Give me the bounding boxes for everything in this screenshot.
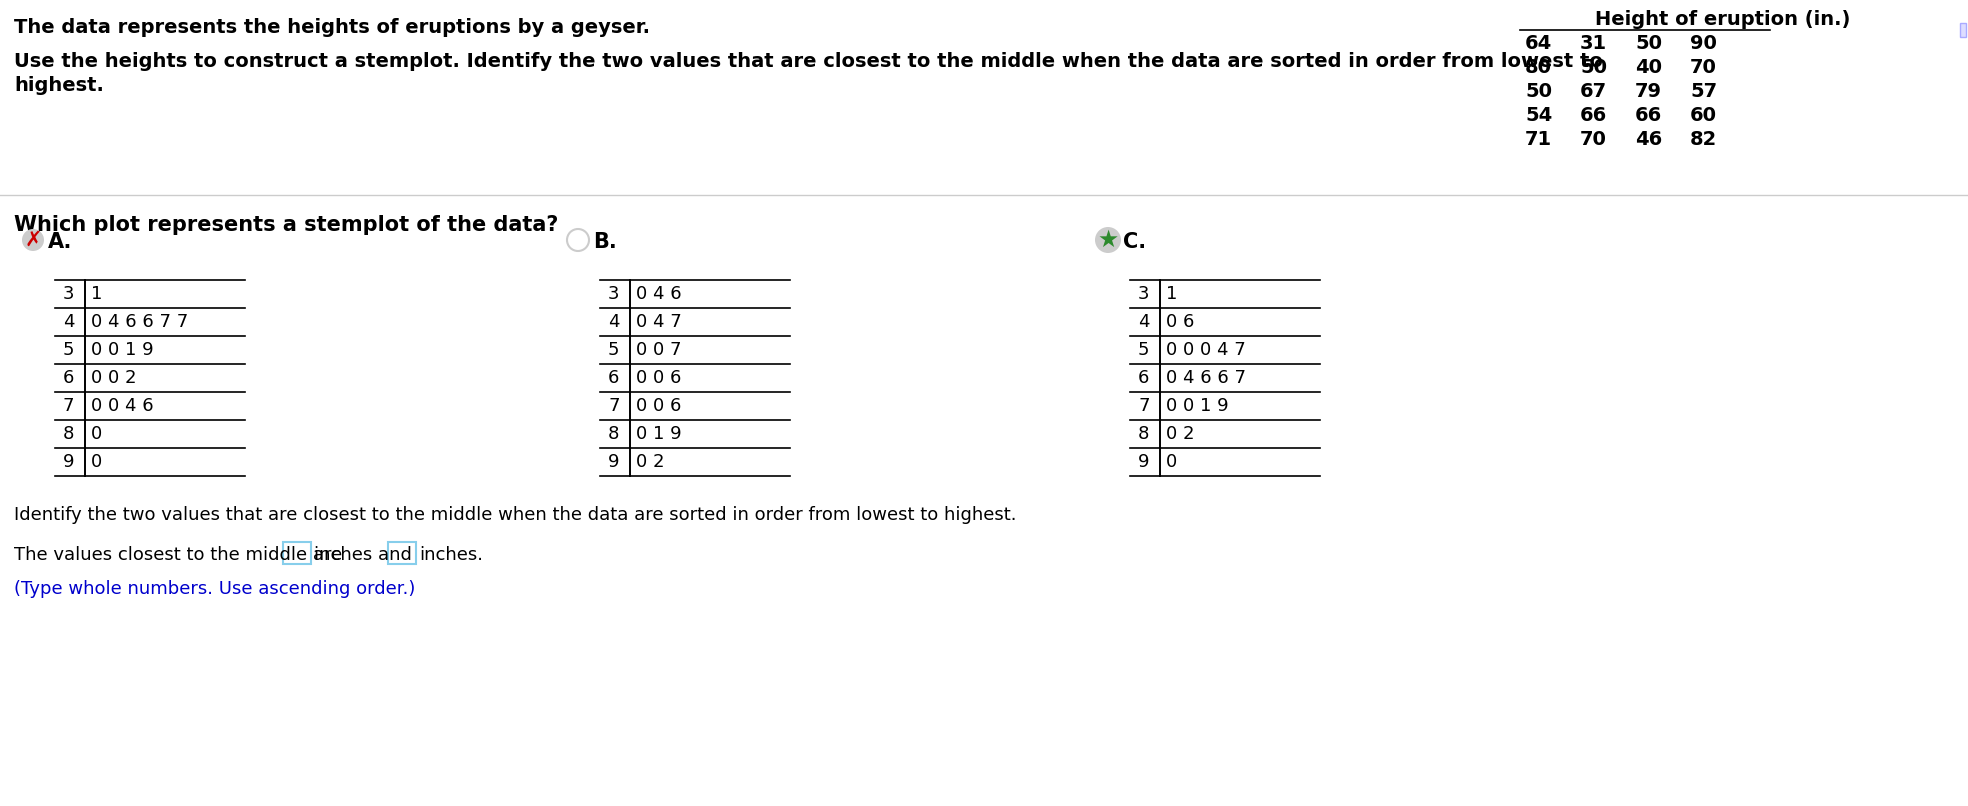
Text: (Type whole numbers. Use ascending order.): (Type whole numbers. Use ascending order… (14, 580, 415, 598)
Text: A.: A. (47, 232, 73, 252)
Text: The values closest to the middle are: The values closest to the middle are (14, 546, 342, 564)
Text: 5: 5 (608, 341, 620, 359)
Text: 70: 70 (1691, 58, 1716, 77)
Text: 9: 9 (608, 453, 620, 471)
Text: 46: 46 (1635, 130, 1663, 149)
Text: 82: 82 (1691, 130, 1718, 149)
Text: 0 0 4 6: 0 0 4 6 (91, 397, 154, 415)
Text: 4: 4 (1138, 313, 1149, 331)
Text: 60: 60 (1691, 106, 1716, 125)
FancyBboxPatch shape (283, 542, 311, 564)
Text: 8: 8 (63, 425, 75, 443)
Text: 0 4 6: 0 4 6 (636, 285, 681, 303)
Text: 64: 64 (1525, 34, 1553, 53)
Text: 0 0 2: 0 0 2 (91, 369, 136, 387)
Text: 50: 50 (1635, 34, 1663, 53)
Text: 6: 6 (63, 369, 75, 387)
FancyBboxPatch shape (1960, 23, 1966, 37)
Text: 57: 57 (1691, 82, 1718, 101)
Text: 0: 0 (1165, 453, 1177, 471)
Text: 7: 7 (608, 397, 620, 415)
Text: 0 2: 0 2 (1165, 425, 1195, 443)
Text: 79: 79 (1635, 82, 1663, 101)
Text: inches and: inches and (315, 546, 411, 564)
Text: 0 0 6: 0 0 6 (636, 369, 681, 387)
Text: 50: 50 (1525, 82, 1553, 101)
Text: 0 4 7: 0 4 7 (636, 313, 681, 331)
Text: 66: 66 (1635, 106, 1663, 125)
Text: 0 0 6: 0 0 6 (636, 397, 681, 415)
Text: 4: 4 (608, 313, 620, 331)
Text: 0: 0 (91, 425, 102, 443)
Text: 3: 3 (1138, 285, 1149, 303)
Text: 50: 50 (1580, 58, 1608, 77)
Text: 1: 1 (91, 285, 102, 303)
Text: C.: C. (1124, 232, 1145, 252)
Text: inches.: inches. (419, 546, 482, 564)
Text: 0 6: 0 6 (1165, 313, 1195, 331)
Text: 3: 3 (608, 285, 620, 303)
Circle shape (22, 229, 43, 251)
Text: 3: 3 (63, 285, 75, 303)
Text: highest.: highest. (14, 76, 104, 95)
Text: 4: 4 (63, 313, 75, 331)
Text: Which plot represents a stemplot of the data?: Which plot represents a stemplot of the … (14, 215, 559, 235)
Text: 0 0 0 4 7: 0 0 0 4 7 (1165, 341, 1246, 359)
Text: 0 4 6 6 7: 0 4 6 6 7 (1165, 369, 1246, 387)
Text: 7: 7 (1138, 397, 1149, 415)
Text: 9: 9 (63, 453, 75, 471)
Text: Height of eruption (in.): Height of eruption (in.) (1594, 10, 1850, 29)
Text: 71: 71 (1525, 130, 1553, 149)
Text: 9: 9 (1138, 453, 1149, 471)
Text: ★: ★ (1098, 228, 1118, 252)
Text: 1: 1 (1165, 285, 1177, 303)
Text: 0 0 7: 0 0 7 (636, 341, 681, 359)
Text: 6: 6 (1138, 369, 1149, 387)
Text: 70: 70 (1580, 130, 1608, 149)
Text: 40: 40 (1635, 58, 1663, 77)
Text: B.: B. (592, 232, 616, 252)
Text: 7: 7 (63, 397, 75, 415)
Text: 66: 66 (1580, 106, 1608, 125)
Text: ✗: ✗ (24, 230, 41, 250)
Text: 90: 90 (1691, 34, 1716, 53)
Text: 0: 0 (91, 453, 102, 471)
Text: 0 2: 0 2 (636, 453, 665, 471)
Text: 0 4 6 6 7 7: 0 4 6 6 7 7 (91, 313, 189, 331)
Text: Identify the two values that are closest to the middle when the data are sorted : Identify the two values that are closest… (14, 506, 1017, 524)
Text: 8: 8 (1138, 425, 1149, 443)
Text: 67: 67 (1580, 82, 1608, 101)
Text: 80: 80 (1525, 58, 1553, 77)
Text: 5: 5 (63, 341, 75, 359)
Text: Use the heights to construct a stemplot. Identify the two values that are closes: Use the heights to construct a stemplot.… (14, 52, 1602, 71)
Text: 0 0 1 9: 0 0 1 9 (91, 341, 154, 359)
Text: 0 1 9: 0 1 9 (636, 425, 681, 443)
Text: 8: 8 (608, 425, 620, 443)
Circle shape (1094, 227, 1122, 253)
Text: 5: 5 (1138, 341, 1149, 359)
Text: The data represents the heights of eruptions by a geyser.: The data represents the heights of erupt… (14, 18, 649, 37)
Text: 6: 6 (608, 369, 620, 387)
Text: 31: 31 (1580, 34, 1608, 53)
Text: 54: 54 (1525, 106, 1553, 125)
FancyBboxPatch shape (388, 542, 415, 564)
Text: 0 0 1 9: 0 0 1 9 (1165, 397, 1228, 415)
